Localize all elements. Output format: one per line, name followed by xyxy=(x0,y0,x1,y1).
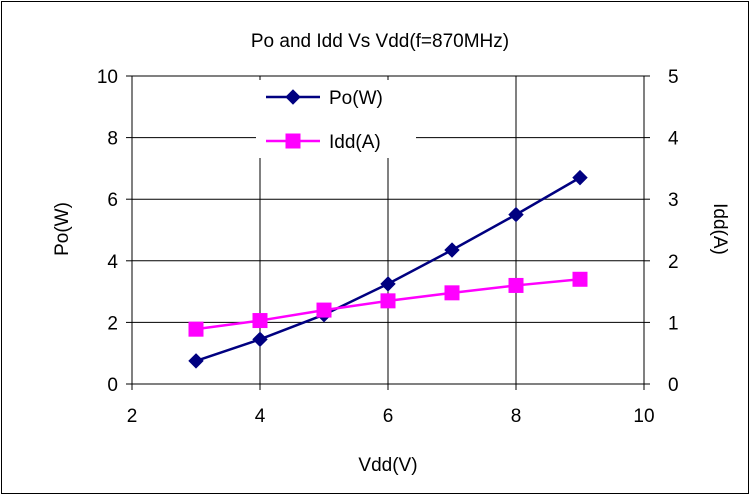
y-tick-label-3: 6 xyxy=(107,190,118,211)
legend: Po(W) Idd(A) xyxy=(256,80,416,158)
x-tick-label-1: 4 xyxy=(255,406,266,427)
series-1-point-6 xyxy=(572,271,588,287)
y-tick-label-5: 10 xyxy=(97,67,118,88)
x-tick-label-2: 6 xyxy=(383,406,394,427)
series-0-point-0 xyxy=(188,353,204,369)
y2-tick-label-5: 5 xyxy=(668,67,679,88)
legend-box xyxy=(256,80,416,158)
series-0-point-5 xyxy=(508,206,524,223)
y-tick-label-0: 0 xyxy=(107,375,118,396)
series-0-point-1 xyxy=(252,331,268,348)
x-tick-label-0: 2 xyxy=(127,406,138,427)
legend-po-label: Po(W) xyxy=(329,88,383,109)
y-axis-label: Po(W) xyxy=(52,202,73,256)
y2-tick-label-0: 0 xyxy=(668,375,679,396)
series-1-point-1 xyxy=(252,313,268,329)
legend-idd-label: Idd(A) xyxy=(329,132,381,153)
series-1-point-0 xyxy=(188,321,204,337)
series-0-point-6 xyxy=(572,169,588,186)
series-1-point-2 xyxy=(316,302,332,318)
series-1-point-4 xyxy=(444,285,460,301)
y2-tick-label-1: 1 xyxy=(668,313,679,334)
legend-marker-shape-1 xyxy=(285,133,301,149)
series-1-point-3 xyxy=(380,293,396,309)
series-0-point-3 xyxy=(380,276,396,292)
y2-tick-label-4: 4 xyxy=(668,129,679,150)
y2-axis-label: Idd(A) xyxy=(709,203,730,255)
chart-title: Po and Idd Vs Vdd(f=870MHz) xyxy=(251,31,509,52)
series-1-point-5 xyxy=(508,277,524,293)
x-axis-label: Vdd(V) xyxy=(358,455,417,476)
x-tick-label-3: 8 xyxy=(511,406,522,427)
legend-po-marker xyxy=(285,89,301,105)
y-tick-label-1: 2 xyxy=(107,313,118,334)
legend-marker-shape-0 xyxy=(285,89,301,105)
y2-tick-label-3: 3 xyxy=(668,190,679,211)
series-0-point-4 xyxy=(444,242,460,258)
y-tick-label-4: 8 xyxy=(107,129,118,150)
x-tick-label-4: 10 xyxy=(633,406,654,427)
legend-idd-marker xyxy=(285,133,301,149)
y-tick-label-2: 4 xyxy=(107,252,118,273)
y2-tick-label-2: 2 xyxy=(668,252,679,273)
